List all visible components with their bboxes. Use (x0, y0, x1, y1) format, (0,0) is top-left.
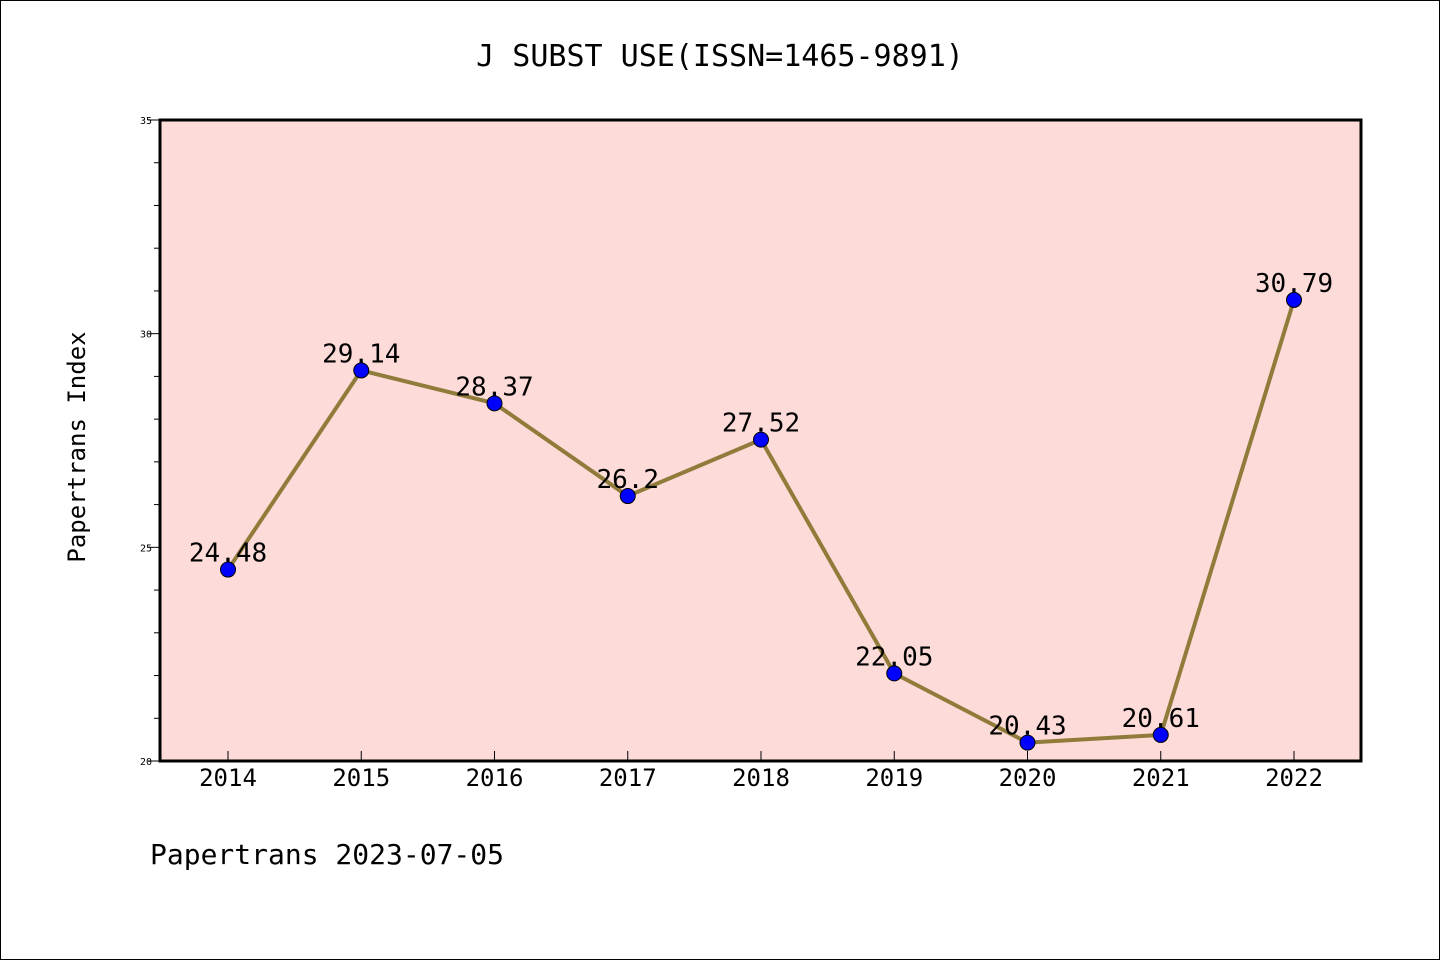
y-tick-label: 20 (140, 757, 152, 768)
y-axis-label: Papertrans Index (63, 331, 91, 562)
y-tick-label: 35 (140, 116, 152, 127)
y-tick-label: 30 (140, 330, 152, 341)
x-tick-label: 2017 (599, 764, 657, 792)
data-point-marker (1019, 734, 1036, 751)
data-point-marker (1286, 291, 1302, 308)
data-label: 24.48 (189, 539, 267, 569)
data-point-marker (619, 488, 636, 505)
x-tick-label: 2019 (865, 764, 923, 792)
data-point-marker (886, 665, 903, 682)
data-point-marker (1152, 726, 1169, 743)
data-label: 22.05 (855, 642, 933, 672)
data-point-marker (220, 561, 236, 578)
data-label: 28.37 (455, 372, 533, 402)
y-tick-label: 25 (140, 543, 152, 554)
y-axis: 20 25 30 35 (140, 116, 160, 768)
data-label: 27.52 (722, 409, 800, 439)
x-tick-label: 2020 (999, 764, 1057, 792)
x-tick-label: 2015 (332, 764, 390, 792)
data-label: 29.14 (322, 339, 400, 369)
x-tick-label: 2014 (199, 764, 257, 792)
data-point-marker (353, 362, 370, 379)
data-label: 26.2 (596, 465, 659, 495)
x-tick-label: 2021 (1132, 764, 1190, 792)
data-labels: 24.48 29.14 28.37 26.2 27.52 22.05 20.43 20.61 3… (189, 269, 1333, 742)
data-point-marker (486, 395, 503, 412)
data-label: 20.43 (988, 712, 1066, 742)
x-tick-label: 2018 (732, 764, 790, 792)
footer-text: Papertrans 2023-07-05 (150, 838, 504, 871)
data-label: 20.61 (1122, 704, 1200, 734)
data-label: 30.79 (1255, 269, 1333, 299)
chart-title: J SUBST USE(ISSN=1465-9891) (476, 39, 964, 74)
data-point-marker (753, 431, 769, 448)
x-tick-label: 2022 (1265, 764, 1323, 792)
data-series (220, 291, 1302, 751)
x-tick-label: 2016 (466, 764, 524, 792)
x-axis: 2014 2015 2016 2017 2018 2019 2020 2021 2022 (199, 751, 1323, 792)
